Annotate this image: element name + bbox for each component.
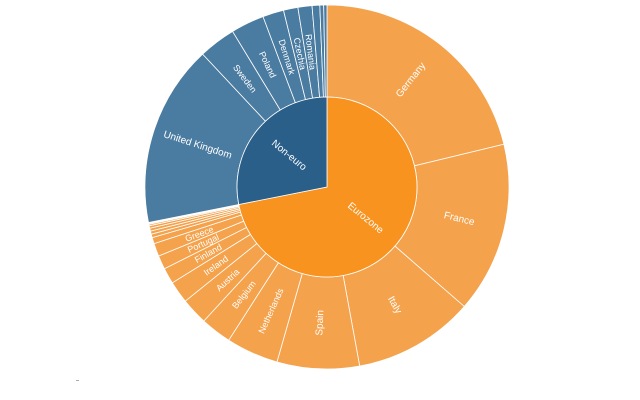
outer-ring (144, 4, 510, 370)
outer-label-romania: Romania (303, 34, 317, 71)
inner-ring (236, 96, 418, 278)
inner-slice-non-euro[interactable] (236, 96, 328, 206)
inner-slice-eurozone[interactable] (238, 96, 418, 278)
outer-label-spain: Spain (314, 310, 326, 336)
stray-mark (76, 380, 79, 381)
